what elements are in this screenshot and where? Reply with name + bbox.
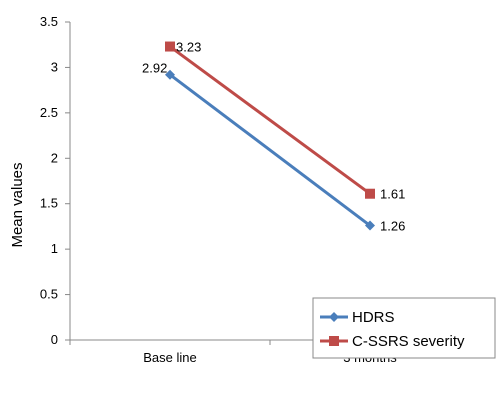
y-tick-label: 1 — [51, 241, 58, 256]
y-axis: 0 0.5 1 1.5 2 2.5 3 3.5 — [40, 14, 71, 347]
legend-items: HDRS C-SSRS severity — [320, 309, 465, 350]
data-label: 1.26 — [380, 219, 405, 234]
data-point-diamond — [365, 220, 375, 231]
data-point-diamond — [329, 312, 339, 322]
series-line-1 — [169, 45, 371, 195]
legend: HDRS C-SSRS severity — [312, 297, 496, 359]
y-tick-label: 3 — [51, 59, 58, 74]
legend-label: C-SSRS severity — [352, 333, 465, 350]
data-labels-layer: 2.92 1.26 3.23 1.61 — [142, 40, 405, 234]
data-point-square — [329, 336, 339, 346]
x-tick-label: Base line — [143, 350, 196, 365]
data-label: 1.61 — [380, 187, 405, 202]
y-tick-label: 2 — [51, 150, 58, 165]
data-label: 2.92 — [142, 61, 167, 76]
data-point-square — [365, 188, 375, 199]
y-tick-label: 3.5 — [40, 14, 58, 29]
y-axis-title: Mean values — [9, 162, 26, 247]
data-point-diamond — [165, 69, 175, 80]
y-tick-label: 1.5 — [40, 196, 58, 211]
y-tick-label: 0.5 — [40, 287, 58, 302]
series-layer — [165, 41, 375, 231]
series-line-0 — [169, 73, 371, 227]
y-tick-label: 2.5 — [40, 105, 58, 120]
legend-label: HDRS — [352, 309, 395, 326]
data-label: 3.23 — [176, 40, 201, 55]
data-point-square — [165, 41, 175, 52]
legend-box — [312, 297, 496, 359]
y-tick-label: 0 — [51, 332, 58, 347]
